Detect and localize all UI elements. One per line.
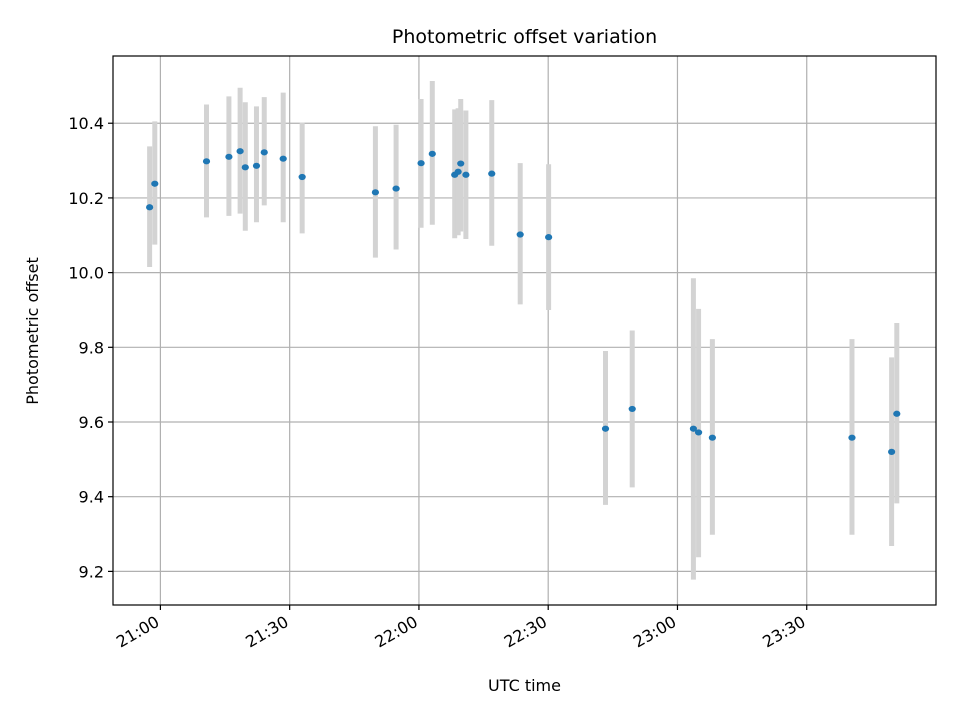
x-axis-label: UTC time — [488, 676, 561, 695]
y-axis-label: Photometric offset — [23, 257, 42, 405]
data-point — [454, 168, 462, 175]
data-point — [225, 153, 233, 160]
grid-layer — [113, 56, 936, 605]
data-point — [694, 429, 703, 436]
point-layer — [146, 148, 901, 455]
data-point — [260, 149, 268, 156]
y-tick-label: 10.2 — [68, 189, 104, 208]
data-point — [417, 160, 425, 167]
data-point — [241, 164, 249, 171]
data-point — [457, 160, 465, 167]
data-point — [848, 434, 856, 441]
data-point — [708, 434, 716, 441]
data-point — [689, 425, 698, 432]
data-point — [151, 180, 159, 187]
data-point — [279, 155, 287, 162]
y-tick-label: 9.2 — [79, 562, 104, 581]
y-axis-ticks: 9.2 9.4 9.6 9.8 10.0 10.2 10.4 — [68, 114, 113, 581]
data-point — [236, 148, 244, 155]
data-point — [298, 173, 306, 181]
y-tick-label: 9.8 — [79, 338, 104, 357]
data-point — [371, 189, 380, 196]
data-point — [545, 234, 553, 241]
y-tick-label: 10.4 — [68, 114, 104, 133]
chart-title: Photometric offset variation — [392, 26, 657, 48]
y-tick-label: 9.6 — [79, 413, 104, 432]
data-point — [516, 231, 524, 238]
data-point — [146, 204, 154, 211]
data-point — [893, 410, 901, 417]
data-point — [202, 158, 211, 165]
data-point — [628, 405, 636, 413]
data-point — [428, 150, 436, 157]
data-point — [888, 448, 896, 455]
y-tick-label: 9.4 — [79, 488, 104, 507]
data-point — [488, 170, 496, 177]
data-point — [392, 185, 400, 192]
y-tick-label: 10.0 — [68, 264, 104, 283]
data-point — [601, 425, 610, 432]
data-point — [462, 171, 470, 178]
data-point — [252, 162, 261, 169]
plot-frame — [112, 55, 937, 606]
